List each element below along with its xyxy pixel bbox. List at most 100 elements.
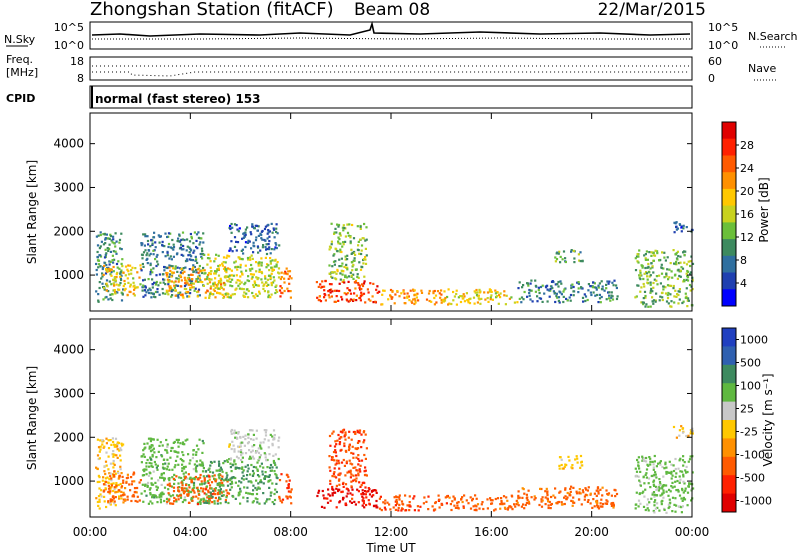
velocity-cell bbox=[213, 460, 216, 463]
power-cell bbox=[202, 241, 205, 244]
power-cell bbox=[124, 265, 128, 268]
power-cell bbox=[600, 295, 603, 299]
power-cell bbox=[188, 295, 191, 298]
power-cell bbox=[234, 266, 237, 269]
velocity-cell bbox=[332, 450, 336, 454]
velocity-cell bbox=[146, 484, 149, 488]
power-cell bbox=[179, 276, 183, 279]
velocity-cell bbox=[168, 482, 171, 485]
velocity-cell bbox=[105, 451, 108, 454]
power-cell bbox=[607, 291, 610, 294]
velocity-cell bbox=[218, 463, 221, 466]
velocity-cell bbox=[225, 494, 228, 497]
velocity-cell bbox=[339, 449, 342, 452]
velocity-cell bbox=[675, 489, 678, 492]
velocity-cell bbox=[653, 504, 656, 507]
power-cell bbox=[331, 265, 334, 268]
velocity-cell bbox=[508, 505, 511, 508]
velocity-cell bbox=[362, 441, 365, 444]
power-cell bbox=[161, 292, 165, 295]
velocity-cell bbox=[490, 499, 493, 502]
power-cell bbox=[491, 298, 494, 301]
velocity-cell bbox=[289, 491, 292, 494]
power-cell bbox=[186, 238, 189, 241]
velocity-cell bbox=[143, 447, 146, 450]
velocity-cell bbox=[213, 478, 216, 481]
velocity-cell bbox=[637, 499, 641, 502]
power-cell bbox=[178, 234, 181, 237]
power-cell bbox=[273, 236, 276, 239]
velocity-cell bbox=[221, 477, 224, 481]
velocity-cell bbox=[168, 493, 171, 496]
power-cell bbox=[117, 260, 120, 263]
power-cell bbox=[252, 285, 255, 288]
power-cell bbox=[277, 267, 281, 270]
power-cell bbox=[214, 286, 217, 290]
velocity-cell bbox=[168, 468, 171, 471]
power-cell bbox=[152, 253, 155, 256]
velocity-cell bbox=[569, 490, 572, 493]
power-cell bbox=[244, 241, 248, 244]
velocity-cell bbox=[208, 502, 211, 505]
power-cell bbox=[359, 268, 363, 271]
velocity-cell bbox=[261, 470, 264, 473]
velocity-cell bbox=[161, 491, 164, 494]
velocity-cell bbox=[150, 446, 153, 449]
power-cell bbox=[448, 302, 451, 305]
velocity-cell bbox=[156, 468, 159, 471]
power-cell bbox=[639, 271, 642, 274]
velocity-cell bbox=[595, 494, 598, 497]
velocity-cell bbox=[240, 467, 244, 470]
velocity-cell bbox=[224, 499, 227, 502]
velocity-cell bbox=[341, 482, 345, 485]
velocity-cell bbox=[285, 473, 288, 476]
power-cell bbox=[230, 222, 233, 226]
power-cell bbox=[170, 275, 173, 278]
velocity-cell bbox=[456, 506, 460, 509]
velocity-cell bbox=[396, 502, 399, 505]
velocity-cell bbox=[188, 486, 191, 489]
power-cell bbox=[221, 262, 224, 265]
velocity-cell bbox=[454, 506, 457, 509]
velocity-cell bbox=[200, 480, 203, 483]
power-cell bbox=[365, 238, 368, 241]
power-cell bbox=[215, 253, 218, 256]
power-cell bbox=[109, 273, 112, 276]
power-cell bbox=[151, 242, 154, 245]
power-cell bbox=[252, 273, 255, 276]
power-cell bbox=[406, 292, 409, 295]
velocity-cell bbox=[682, 498, 685, 501]
power-cell bbox=[243, 232, 246, 235]
velocity-cell bbox=[121, 475, 124, 478]
power-cell bbox=[660, 266, 663, 270]
velocity-cell bbox=[286, 497, 289, 500]
velocity-cell bbox=[258, 487, 261, 490]
beam-label: Beam 08 bbox=[354, 0, 430, 20]
power-cell bbox=[329, 246, 332, 249]
velocity-scatter-region bbox=[558, 454, 584, 470]
velocity-cell bbox=[119, 468, 122, 471]
velocity-cell bbox=[280, 501, 284, 504]
velocity-cell bbox=[160, 455, 164, 458]
velocity-cell bbox=[96, 500, 99, 504]
power-cell bbox=[106, 285, 109, 288]
velocity-cell bbox=[337, 459, 340, 462]
velocity-cell bbox=[671, 510, 674, 513]
velocity-cell bbox=[208, 475, 211, 478]
power-scatter-region bbox=[228, 222, 281, 256]
power-cell bbox=[151, 283, 154, 286]
power-cell bbox=[129, 264, 132, 267]
velocity-cell bbox=[496, 497, 500, 500]
power-cell bbox=[155, 264, 158, 268]
power-cell bbox=[213, 289, 216, 293]
power-cell bbox=[687, 260, 690, 263]
power-cell bbox=[176, 266, 179, 269]
power-cell bbox=[206, 263, 209, 266]
velocity-cell bbox=[643, 482, 646, 485]
velocity-cell bbox=[500, 501, 503, 504]
velocity-cell bbox=[472, 505, 475, 508]
velocity-cell bbox=[326, 497, 329, 500]
velocity-cell bbox=[210, 487, 213, 490]
velocity-cell bbox=[192, 481, 196, 484]
power-cell bbox=[557, 252, 560, 255]
